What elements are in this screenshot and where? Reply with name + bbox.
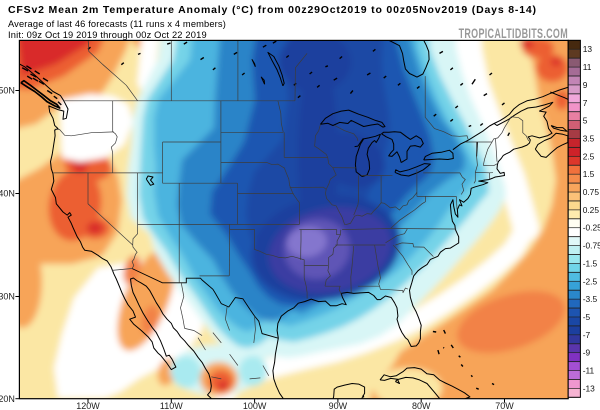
svg-text:90W: 90W <box>329 401 348 410</box>
svg-text:-9: -9 <box>583 348 591 358</box>
svg-text:-0.25: -0.25 <box>583 223 600 233</box>
svg-text:0.25: 0.25 <box>583 205 600 215</box>
svg-text:20N: 20N <box>0 394 15 404</box>
svg-text:-0.75: -0.75 <box>583 241 600 251</box>
svg-text:-7: -7 <box>583 330 591 340</box>
svg-text:1.5: 1.5 <box>583 169 595 179</box>
svg-text:120W: 120W <box>76 401 100 410</box>
svg-text:-2.5: -2.5 <box>583 276 598 286</box>
svg-text:-5: -5 <box>583 312 591 322</box>
svg-text:-1.5: -1.5 <box>583 258 598 268</box>
svg-text:40N: 40N <box>0 189 15 199</box>
svg-text:50N: 50N <box>0 86 15 96</box>
svg-text:5: 5 <box>583 116 588 126</box>
svg-text:110W: 110W <box>160 401 183 410</box>
svg-text:30N: 30N <box>0 292 15 302</box>
svg-text:2.5: 2.5 <box>583 151 595 161</box>
svg-text:70W: 70W <box>495 401 514 410</box>
svg-text:100W: 100W <box>243 401 267 410</box>
svg-text:0.75: 0.75 <box>583 187 600 197</box>
svg-text:-13: -13 <box>583 383 595 393</box>
svg-text:13: 13 <box>583 44 593 54</box>
svg-text:-11: -11 <box>583 366 595 376</box>
svg-text:11: 11 <box>583 62 592 72</box>
svg-text:3.5: 3.5 <box>583 133 595 143</box>
svg-text:-3.5: -3.5 <box>583 294 598 304</box>
svg-text:7: 7 <box>583 98 588 108</box>
svg-text:80W: 80W <box>412 401 431 410</box>
svg-text:9: 9 <box>583 80 588 90</box>
